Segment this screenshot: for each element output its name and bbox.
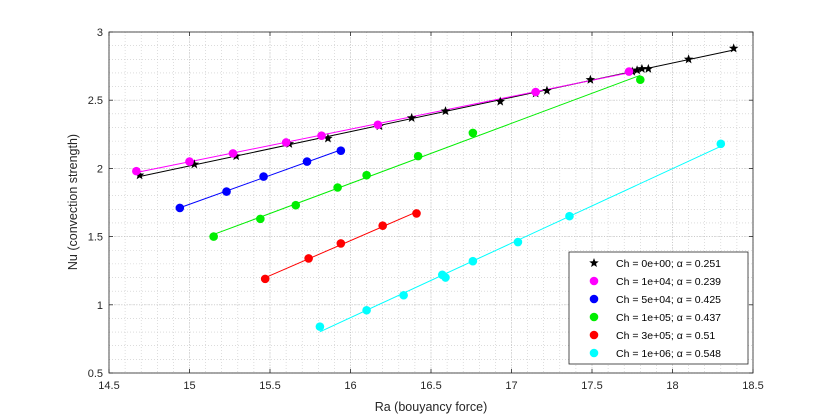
data-point-series-3	[256, 214, 265, 224]
data-point-series-5	[399, 290, 408, 300]
data-point-series-4	[304, 254, 313, 263]
data-point-series-3	[468, 128, 478, 138]
x-tick-label: 15.5	[259, 380, 280, 392]
data-point-series-5	[468, 256, 478, 266]
data-point-series-2	[175, 203, 185, 213]
y-tick-label: 3	[97, 27, 103, 39]
x-tick-label: 18	[666, 380, 678, 392]
data-point-star	[323, 133, 333, 143]
y-tick-label: 1	[97, 300, 103, 312]
x-tick-label: 14.5	[98, 380, 119, 392]
data-point-series-5	[513, 237, 523, 247]
data-point-star	[683, 54, 694, 64]
legend-entry-label: Ch = 1e+04; α = 0.239	[616, 276, 721, 288]
x-tick-label: 18.5	[742, 380, 763, 392]
data-point-star	[189, 159, 200, 169]
data-point-series-1	[185, 157, 194, 166]
data-point-star	[643, 63, 654, 73]
data-point-star	[542, 85, 552, 95]
data-point-series-5	[441, 273, 450, 282]
x-tick-label: 16	[344, 380, 356, 392]
fit-line-series-3	[213, 74, 641, 235]
data-point-series-2	[336, 146, 346, 155]
legend-marker-star	[589, 258, 599, 268]
data-point-star	[632, 65, 642, 75]
legend-entry-label: Ch = 1e+06; α = 0.548	[616, 348, 721, 360]
data-point-series-3	[291, 200, 301, 210]
data-point-series-1	[132, 166, 141, 176]
data-point-star	[440, 106, 451, 116]
legend: Ch = 0e+00; α = 0.251 Ch = 1e+04; α = 0.2…	[568, 251, 749, 365]
data-point-series-2	[222, 187, 231, 196]
y-tick-label: 2	[97, 163, 103, 175]
data-point-series-3	[413, 151, 423, 161]
x-tick-label: 17	[505, 380, 517, 392]
fit-line-series-1	[136, 70, 638, 174]
legend-entry-label: Ch = 0e+00; α = 0.251	[616, 258, 721, 270]
data-point-star	[134, 170, 145, 180]
legend-marker	[589, 276, 599, 286]
legend-marker	[589, 312, 599, 322]
data-point-series-4	[378, 221, 388, 230]
x-tick-label: 15	[183, 380, 195, 392]
y-tick-label: 2.5	[88, 95, 103, 107]
data-point-series-5	[565, 211, 574, 221]
y-axis-ticks: 0.5 1 1.5 2 2.5 3	[88, 27, 753, 380]
data-point-series-3	[636, 75, 645, 85]
data-point-series-2	[302, 157, 312, 166]
data-point-series-1	[228, 149, 238, 158]
x-tick-label: 17.5	[581, 380, 602, 392]
data-point-series-5	[362, 305, 371, 315]
data-point-star	[495, 96, 505, 106]
data-point-star	[406, 112, 417, 122]
y-axis-label: Nu (convection strength)	[66, 134, 80, 270]
y-tick-label: 1.5	[88, 232, 103, 244]
data-point-series-1	[317, 131, 326, 140]
x-axis-ticks: 14.5 15 15.5 16 16.5 17 17.5 18 18.5	[98, 32, 764, 392]
legend-marker	[589, 294, 599, 304]
x-tick-label: 16.5	[420, 380, 441, 392]
legend-entry-label: Ch = 1e+05; α = 0.437	[616, 312, 721, 324]
y-tick-label: 0.5	[88, 368, 103, 380]
data-point-star	[585, 74, 596, 84]
legend-entry-label: Ch = 3e+05; α = 0.51	[616, 330, 715, 342]
data-point-series-3	[209, 232, 218, 241]
data-point-series-2	[259, 172, 268, 181]
data-point-series-3	[362, 170, 371, 180]
data-point-series-4	[260, 274, 270, 284]
data-point-series-5	[716, 139, 726, 149]
data-point-series-5	[315, 322, 325, 331]
data-point-star	[728, 43, 739, 53]
x-axis-label: Ra (bouyancy force)	[375, 400, 488, 414]
data-point-series-1	[281, 138, 291, 147]
data-markers	[132, 43, 739, 331]
data-point-series-4	[412, 209, 421, 218]
data-point-series-1	[373, 120, 383, 130]
data-point-series-1	[624, 67, 634, 76]
legend-marker	[589, 330, 599, 340]
legend-box	[568, 251, 749, 365]
legend-entry-label: Ch = 5e+04; α = 0.425	[616, 294, 721, 306]
legend-marker	[589, 348, 599, 358]
data-point-series-1	[531, 87, 540, 97]
data-point-star	[637, 63, 647, 73]
data-point-series-3	[333, 183, 342, 192]
data-point-series-4	[336, 239, 346, 248]
